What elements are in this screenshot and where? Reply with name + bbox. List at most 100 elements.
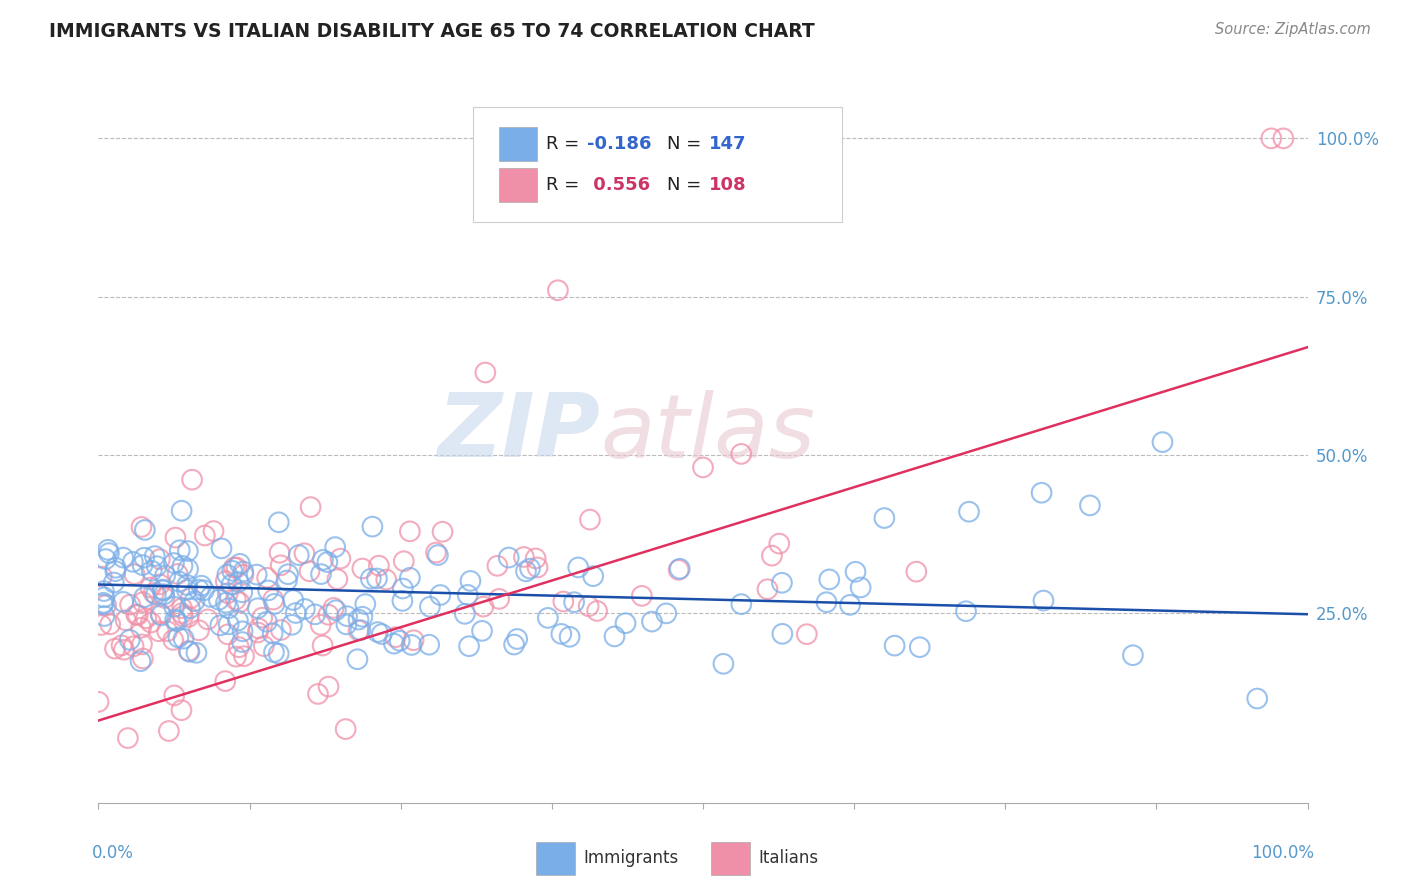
Point xyxy=(153,587,176,601)
Point xyxy=(276,574,298,588)
Point xyxy=(233,649,256,664)
Point xyxy=(1260,131,1282,145)
Point xyxy=(176,582,198,597)
Point xyxy=(668,562,690,576)
Point xyxy=(149,552,172,566)
Point xyxy=(94,552,117,566)
Point xyxy=(603,629,626,643)
Point xyxy=(883,639,905,653)
Point xyxy=(730,597,752,611)
Point xyxy=(322,601,344,615)
Point xyxy=(1122,648,1144,663)
Text: -0.186: -0.186 xyxy=(586,135,651,153)
Point xyxy=(221,577,243,591)
Point xyxy=(474,366,496,380)
Point xyxy=(1272,131,1295,145)
Point xyxy=(392,554,415,568)
Point xyxy=(135,611,157,625)
Point xyxy=(270,623,292,637)
Point xyxy=(873,511,896,525)
Point xyxy=(246,625,269,640)
Point xyxy=(388,633,411,648)
Point xyxy=(486,558,509,573)
Point xyxy=(125,607,148,622)
Point xyxy=(367,558,389,573)
Point xyxy=(142,586,165,600)
Point xyxy=(152,583,174,598)
Point xyxy=(312,553,335,567)
Point xyxy=(382,637,405,651)
Point xyxy=(211,541,233,556)
Point xyxy=(267,647,290,661)
Point xyxy=(460,574,482,588)
Point xyxy=(263,645,285,659)
Point xyxy=(217,567,239,582)
Point xyxy=(796,627,818,641)
Point xyxy=(361,519,384,533)
Point xyxy=(839,598,862,612)
Point xyxy=(166,566,188,581)
Point xyxy=(326,572,349,586)
Point xyxy=(153,591,176,605)
Point xyxy=(1152,435,1174,450)
Point xyxy=(231,635,253,649)
Point xyxy=(145,559,167,574)
Point xyxy=(228,640,250,655)
Text: Immigrants: Immigrants xyxy=(583,849,679,867)
Text: N =: N = xyxy=(666,135,707,153)
Point xyxy=(180,591,202,605)
Point xyxy=(193,583,215,598)
Point xyxy=(114,613,136,627)
Point xyxy=(167,574,190,589)
Point xyxy=(730,447,752,461)
Point xyxy=(562,595,585,609)
Text: Italians: Italians xyxy=(759,849,818,867)
Point xyxy=(299,500,322,514)
Point xyxy=(131,558,153,572)
Point xyxy=(141,564,163,578)
Point xyxy=(335,617,357,632)
Point xyxy=(384,630,406,644)
Point xyxy=(183,594,205,608)
Point xyxy=(197,612,219,626)
Text: Source: ZipAtlas.com: Source: ZipAtlas.com xyxy=(1215,22,1371,37)
Point xyxy=(129,621,152,635)
Point xyxy=(298,564,321,578)
Point xyxy=(537,611,560,625)
Point xyxy=(93,596,115,610)
Point xyxy=(163,689,186,703)
Text: 0.0%: 0.0% xyxy=(93,844,134,862)
Text: 147: 147 xyxy=(709,135,747,153)
Text: ZIP: ZIP xyxy=(437,389,600,476)
Point xyxy=(347,624,370,638)
Point xyxy=(458,639,481,653)
Point xyxy=(547,283,569,297)
Point xyxy=(402,633,425,648)
Point xyxy=(256,615,278,629)
Point xyxy=(349,623,371,637)
Point xyxy=(550,627,572,641)
Point xyxy=(503,638,526,652)
Point xyxy=(127,607,149,622)
Point xyxy=(112,595,135,609)
Point xyxy=(256,571,278,585)
Point xyxy=(170,703,193,717)
Point xyxy=(194,528,217,542)
Point xyxy=(336,609,359,624)
Point xyxy=(153,568,176,582)
Point xyxy=(124,567,146,582)
Point xyxy=(270,558,292,573)
Point xyxy=(247,622,270,636)
Point xyxy=(352,609,374,624)
Point xyxy=(163,599,186,614)
Point xyxy=(93,609,115,624)
Point xyxy=(375,573,398,587)
Point xyxy=(631,589,654,603)
Point xyxy=(957,505,980,519)
Point xyxy=(152,582,174,597)
Point xyxy=(457,588,479,602)
Text: IMMIGRANTS VS ITALIAN DISABILITY AGE 65 TO 74 CORRELATION CHART: IMMIGRANTS VS ITALIAN DISABILITY AGE 65 … xyxy=(49,22,815,41)
Point xyxy=(134,550,156,565)
Point xyxy=(553,594,575,608)
Point xyxy=(169,543,191,558)
